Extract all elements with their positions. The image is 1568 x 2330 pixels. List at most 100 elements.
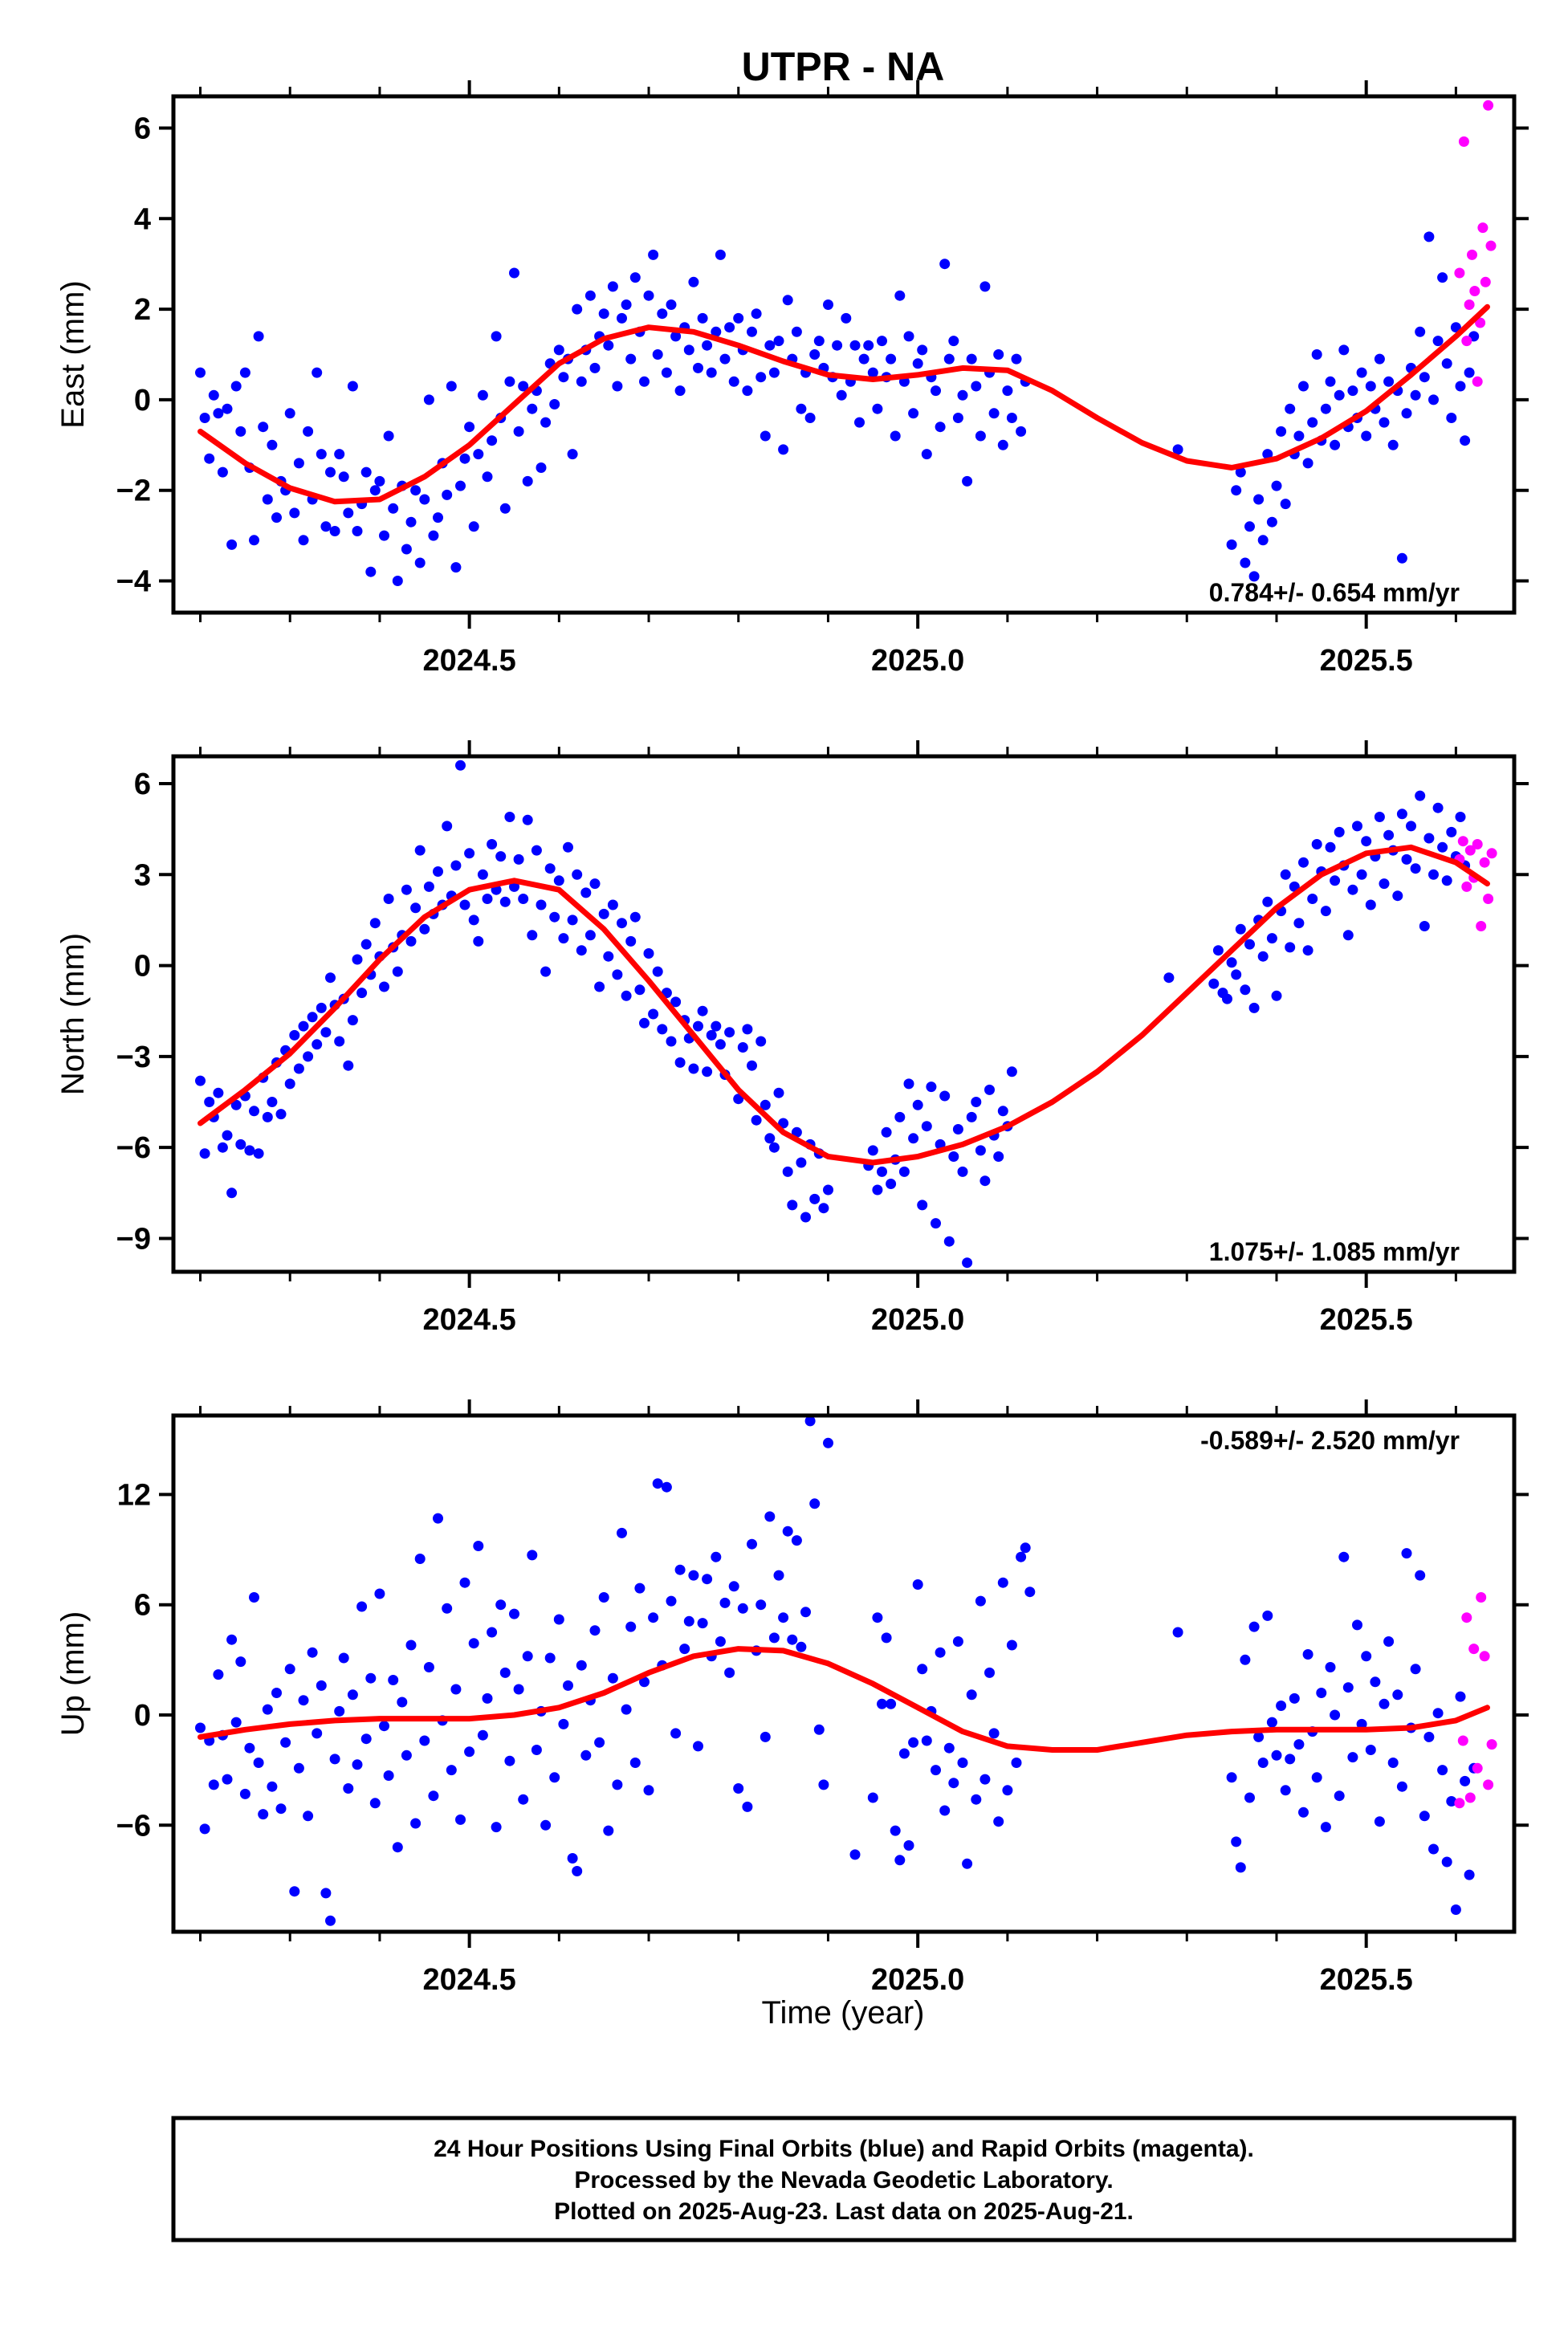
velocity-rate-label: -0.589+/- 2.520 mm/yr (1200, 1426, 1460, 1455)
final-orbit-point (495, 1599, 507, 1611)
final-orbit-point (787, 1634, 798, 1645)
x-tick-label: 2025.5 (1320, 1963, 1413, 1997)
final-orbit-point (258, 1809, 269, 1820)
final-orbit-point (764, 1133, 776, 1144)
final-orbit-point (572, 1866, 583, 1876)
final-orbit-point (863, 340, 874, 351)
final-orbit-point (1392, 1689, 1403, 1701)
final-orbit-point (1374, 353, 1385, 365)
final-orbit-point (320, 1027, 332, 1038)
rapid-orbit-point (1469, 286, 1480, 296)
final-orbit-point (459, 453, 470, 464)
final-orbit-point (755, 1036, 767, 1047)
final-orbit-point (939, 1805, 951, 1816)
final-orbit-point (1347, 385, 1358, 397)
final-orbit-point (284, 1078, 295, 1090)
final-orbit-point (877, 1166, 887, 1177)
final-orbit-point (679, 1644, 690, 1655)
y-tick-label: 6 (134, 768, 151, 801)
final-orbit-point (213, 408, 224, 419)
final-orbit-point (338, 1652, 349, 1664)
final-orbit-point (697, 312, 708, 324)
final-orbit-point (607, 281, 618, 292)
final-orbit-point (397, 1697, 408, 1708)
final-orbit-point (849, 1849, 861, 1860)
final-orbit-point (414, 1554, 426, 1564)
final-orbit-point (267, 1781, 278, 1792)
final-orbit-point (388, 1675, 399, 1685)
final-orbit-point (572, 869, 583, 880)
final-orbit-point (1311, 349, 1322, 360)
final-orbit-point (217, 1142, 228, 1153)
final-orbit-point (724, 1667, 735, 1678)
rapid-orbit-point (1483, 100, 1494, 111)
final-orbit-point (971, 381, 982, 392)
rapid-orbit-point (1472, 1762, 1483, 1774)
final-orbit-point (1307, 894, 1318, 904)
final-orbit-point (379, 981, 389, 992)
final-orbit-point (450, 860, 462, 871)
final-orbit-point (1016, 426, 1027, 437)
final-orbit-point (877, 336, 887, 347)
final-orbit-point (872, 1184, 883, 1196)
final-orbit-point (491, 1822, 502, 1833)
final-orbit-point (1231, 969, 1242, 980)
final-orbit-point (1307, 417, 1318, 428)
final-orbit-point (652, 966, 663, 977)
final-orbit-point (392, 966, 403, 977)
final-orbit-point (1280, 1785, 1291, 1796)
final-orbit-point (217, 466, 228, 478)
final-orbit-point (1271, 480, 1282, 491)
final-orbit-point (858, 353, 870, 365)
final-orbit-point (1356, 869, 1367, 880)
final-orbit-point (1320, 1822, 1331, 1833)
final-orbit-point (607, 899, 618, 910)
final-orbit-point (612, 1779, 623, 1790)
final-orbit-point (939, 1090, 951, 1102)
final-orbit-point (886, 1698, 897, 1709)
final-orbit-point (303, 426, 314, 437)
rapid-orbit-point (1475, 317, 1486, 328)
final-orbit-point (504, 1755, 515, 1766)
final-orbit-point (737, 1603, 748, 1614)
final-orbit-point (948, 1778, 959, 1789)
final-orbit-point (477, 1729, 488, 1741)
final-orbit-point (558, 372, 569, 383)
final-orbit-point (1244, 521, 1255, 532)
final-orbit-point (804, 1416, 816, 1427)
velocity-rate-label: 0.784+/- 0.654 mm/yr (1209, 578, 1460, 607)
y-tick-label: 6 (134, 112, 151, 145)
final-orbit-point (195, 1075, 206, 1086)
y-tick-label: 0 (134, 950, 151, 984)
final-orbit-point (343, 1783, 354, 1794)
final-orbit-point (298, 1695, 309, 1706)
final-orbit-point (1437, 272, 1448, 283)
final-orbit-point (1383, 376, 1395, 387)
final-orbit-point (719, 1597, 731, 1608)
final-orbit-point (442, 489, 453, 500)
panel-2: 2024.5 2025.0 2025.5 −9 −6 −3 0 3 6 North (mm) 1.0… (55, 740, 1529, 1337)
final-orbit-point (553, 344, 564, 356)
rapid-orbit-point (1477, 222, 1489, 234)
final-orbit-point (768, 367, 780, 378)
panels-group: 2024.5 2025.0 2025.5 −4 −2 0 2 4 6 East (mm) 0.784… (55, 80, 1529, 1997)
final-orbit-point (576, 1660, 587, 1671)
final-orbit-point (957, 389, 968, 401)
final-orbit-point (971, 1794, 982, 1805)
final-orbit-point (446, 1765, 457, 1776)
final-orbit-point (917, 1664, 928, 1675)
final-orbit-point (558, 933, 569, 944)
final-orbit-point (760, 1099, 771, 1110)
final-orbit-point (598, 908, 609, 919)
final-orbit-point (778, 1118, 789, 1129)
x-axis-label: Time (year) (762, 1995, 925, 2031)
final-orbit-point (764, 340, 776, 351)
final-orbit-point (791, 1126, 802, 1138)
final-orbit-point (230, 381, 242, 392)
final-orbit-point (872, 403, 883, 414)
final-orbit-point (226, 1187, 238, 1199)
final-orbit-point (625, 935, 637, 947)
final-orbit-point (1392, 890, 1403, 902)
final-orbit-point (531, 845, 542, 856)
final-orbit-point (1356, 1718, 1367, 1729)
